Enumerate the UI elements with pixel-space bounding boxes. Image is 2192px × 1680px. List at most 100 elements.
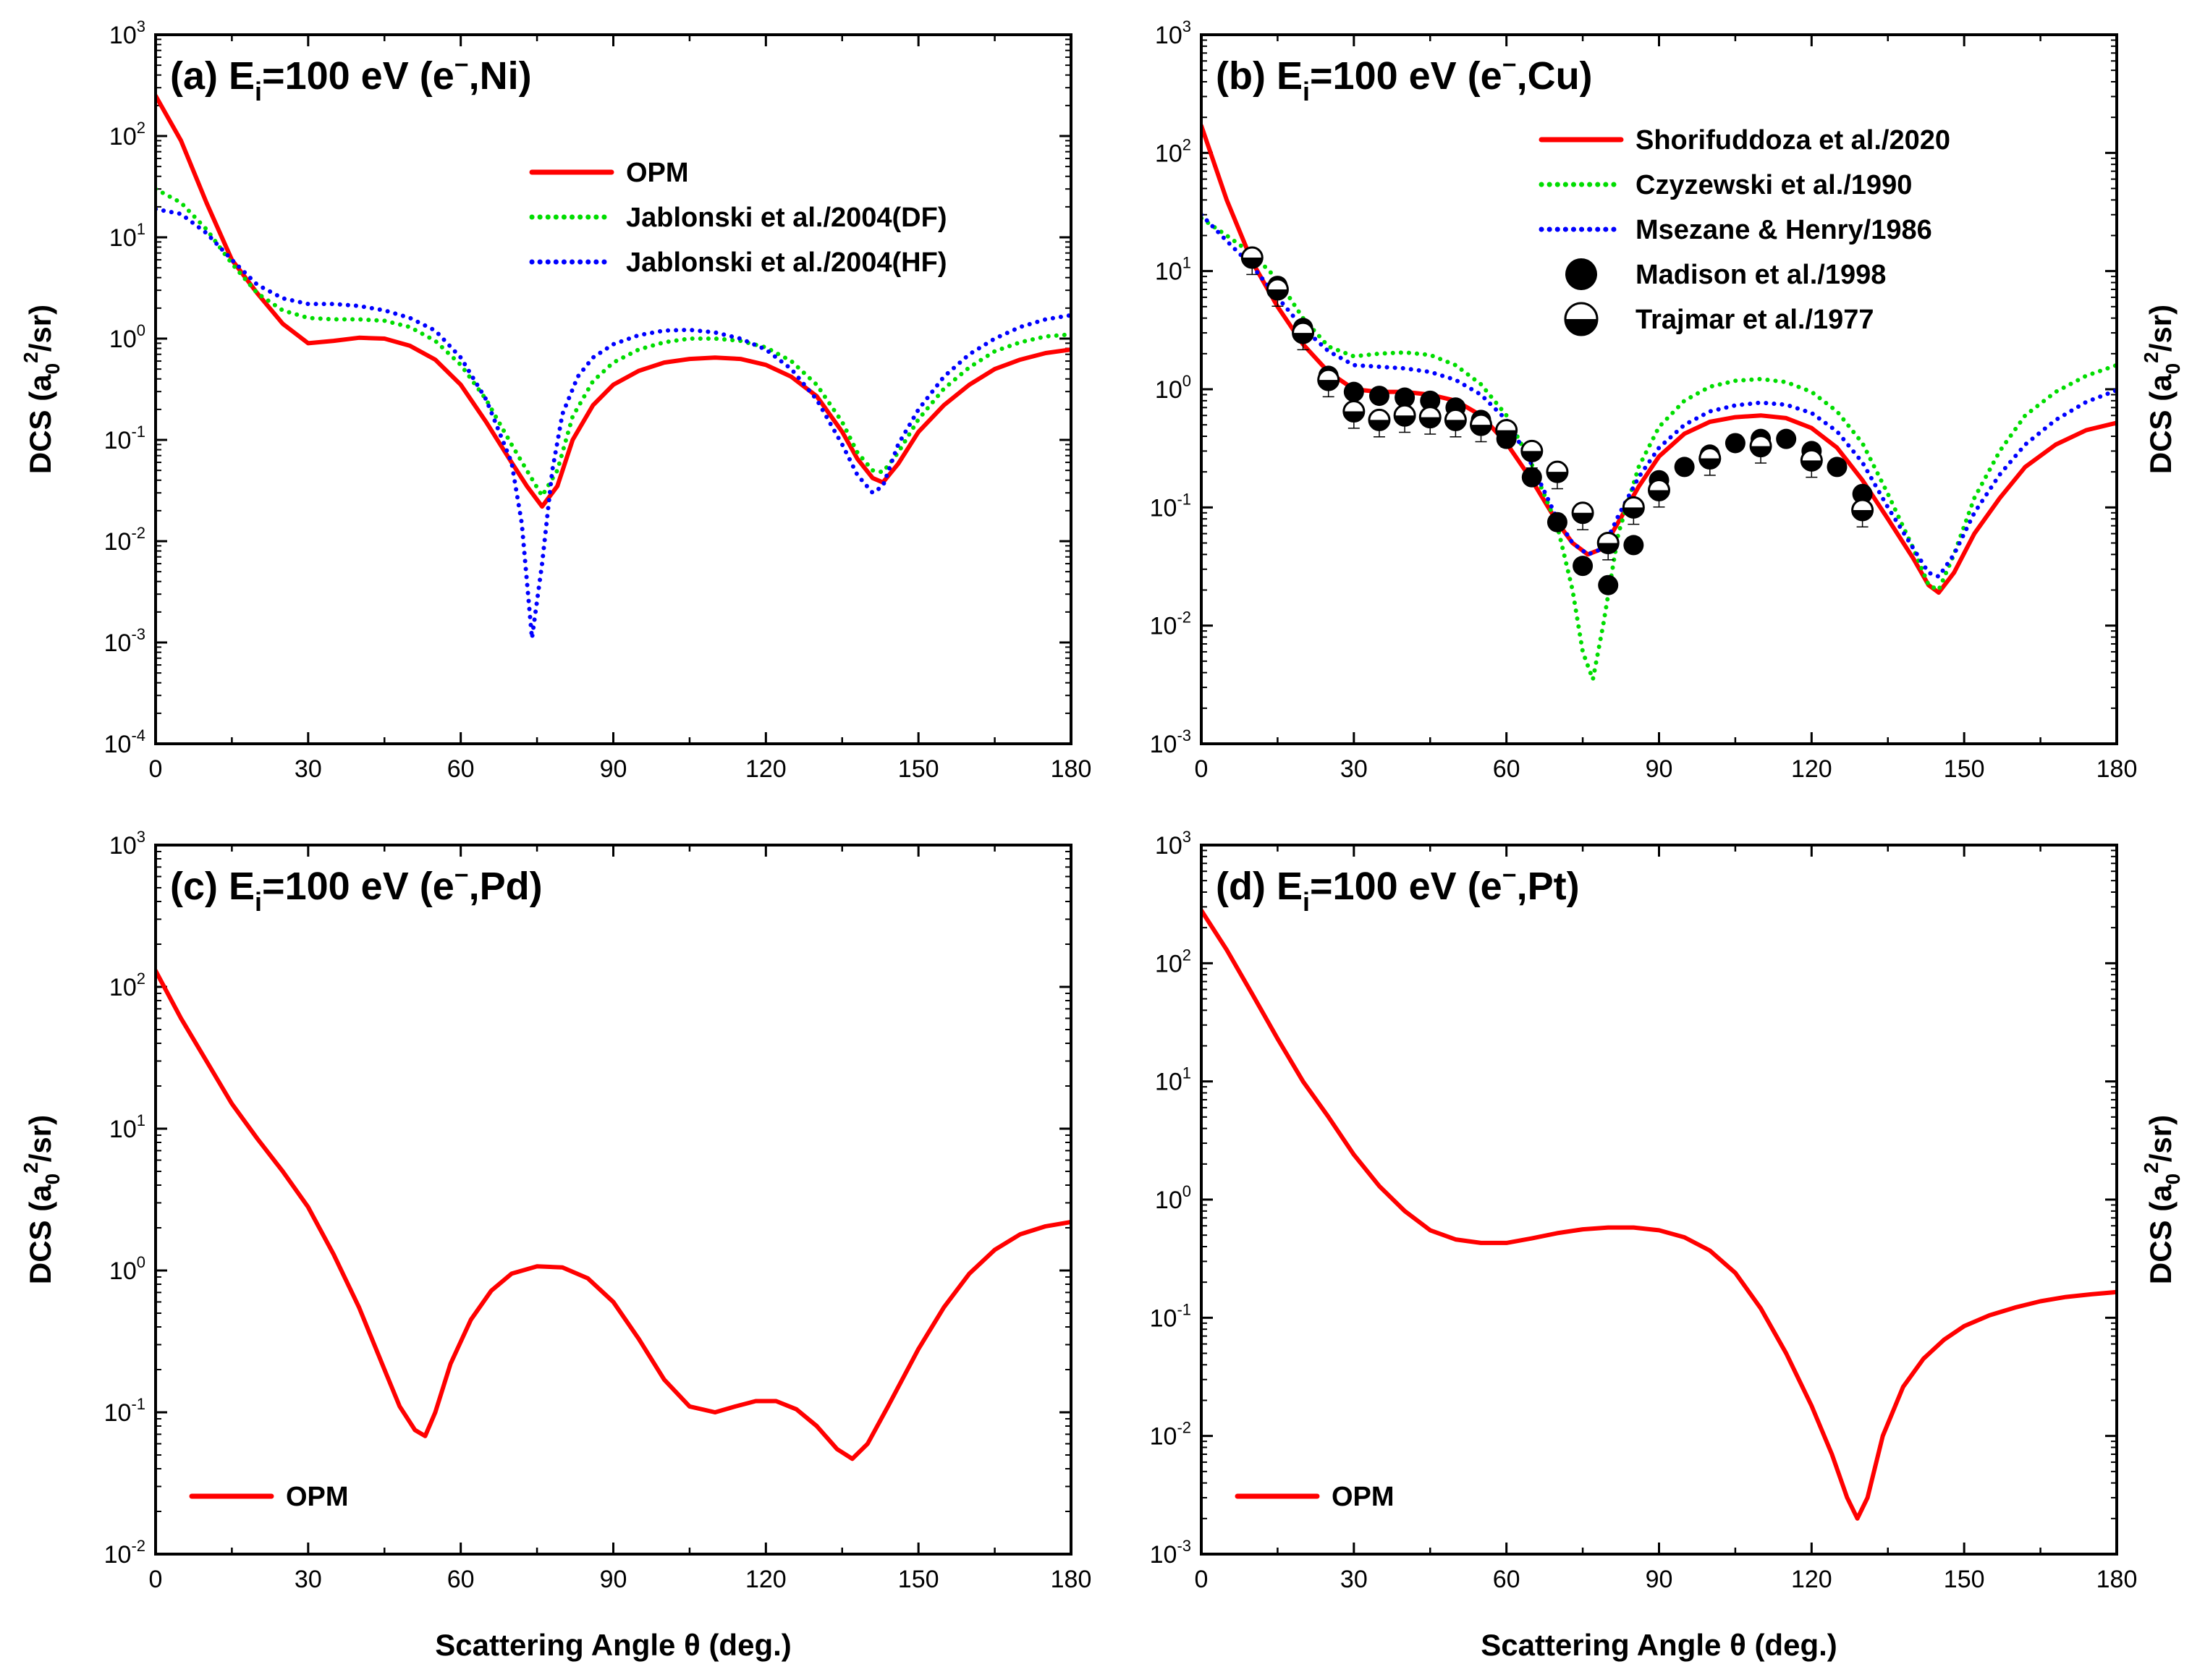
y-tick-label: 101 [1155,1064,1191,1096]
y-tick-exp: -2 [1177,1419,1191,1437]
data-point-half-fill [1546,472,1567,483]
x-tick-label: 90 [1646,755,1673,783]
y-tick-base: 10 [1150,731,1177,758]
data-point-half-fill [1623,507,1644,518]
title-part: (c) E [170,865,255,908]
marker-series [1240,246,1874,561]
ylabel-subscript: 0 [2162,1174,2184,1185]
title-part: ,Pt) [1517,865,1580,908]
legend: OPM [189,1482,349,1512]
data-point-filled [1368,386,1389,407]
y-tick-label: 101 [109,1111,145,1143]
y-tick-base: 10 [1155,832,1182,860]
data-point-half-fill [1318,380,1339,391]
data-point-half-fill [1420,417,1441,428]
plot-data [156,93,1071,641]
y-tick-label: 10-1 [1150,1300,1191,1332]
x-tick-label: 0 [149,1566,163,1593]
y-tick-exp: 2 [1182,946,1191,964]
y-tick-label: 10-1 [1150,490,1191,522]
x-tick-label: 90 [600,755,627,783]
legend-label: Jablonski et al./2004(HF) [626,247,947,278]
title-part: ,Cu) [1517,54,1593,98]
data-point-filled [1546,512,1567,533]
y-tick-base: 10 [109,974,137,1001]
legend-label: Shorifuddoza et al./2020 [1635,125,1950,156]
legend-label: OPM [286,1482,349,1512]
y-tick-base: 10 [1150,494,1177,522]
data-point-half-fill [1521,451,1542,462]
panel-title: (b) Ei=100 eV (e−,Cu) [1216,51,1593,106]
legend: OPM [1235,1482,1395,1512]
ylabel-subscript: 0 [41,1174,64,1185]
y-tick-label: 102 [1155,946,1191,977]
y-tick-base: 10 [104,731,132,758]
title-subscript: i [255,77,262,106]
data-point-half-fill [1368,420,1389,430]
y-tick-base: 10 [104,1399,132,1427]
plot-data [156,968,1071,1461]
y-tick-label: 103 [1155,17,1191,49]
x-tick-label: 30 [295,1566,322,1593]
panel-title: (d) Ei=100 eV (e−,Pt) [1216,862,1580,917]
plot-data [1201,123,2117,682]
x-tick-label: 60 [447,1566,475,1593]
y-tick-base: 10 [104,629,132,657]
y-tick-label: 101 [1155,254,1191,286]
panel-c: 0 30 60 90 120 150 18010310210110010-110-2(c) … [20,828,1091,1662]
data-point-filled [1420,390,1441,411]
data-point-half-fill [1267,289,1288,300]
ylabel-subscript: 0 [2162,363,2184,375]
x-tick-label: 180 [1051,1566,1092,1593]
y-tick-base: 10 [1150,1423,1177,1451]
title-subscript: i [255,887,262,917]
y-tick-base: 10 [109,123,137,150]
y-tick-base: 10 [104,427,132,454]
y-tick-label: 103 [109,828,145,860]
x-tick-label: 30 [295,755,322,783]
series-line [1201,216,2117,682]
y-tick-base: 10 [1155,258,1182,286]
x-axis-title: Scattering Angle θ (deg.) [435,1628,792,1662]
y-tick-exp: 1 [1182,1064,1191,1082]
x-tick-label: 0 [1195,1566,1209,1593]
y-tick-exp: 1 [1182,254,1191,272]
ylabel-part: /sr) [23,305,57,352]
y-axis-title: DCS (a02/sr) [20,305,64,474]
marker-series [1242,247,1873,595]
data-point-filled [1395,387,1416,408]
data-point-half-fill [1751,446,1772,457]
ylabel-superscript: 2 [20,352,42,363]
y-tick-exp: -2 [131,1537,145,1555]
panel-b: 0 30 60 90 120 150 18010310210110010-110-210-3… [1150,17,2184,783]
data-point-filled [1598,574,1619,595]
plot-frame [1200,33,2118,745]
title-superscript: − [1502,862,1517,889]
x-axis-ticks: 0 30 60 90 120 150 180 [1195,845,2137,1593]
ylabel-superscript: 2 [2140,352,2162,363]
x-tick-label: 150 [1944,755,1985,783]
y-tick-exp: 2 [137,970,145,988]
y-tick-exp: 2 [1182,135,1191,153]
y-tick-exp: 0 [1182,372,1191,390]
ylabel-superscript: 2 [20,1162,42,1174]
x-axis-ticks: 0 30 60 90 120 150 180 [149,845,1092,1593]
y-tick-label: 10-3 [104,625,145,657]
y-tick-base: 10 [109,1116,137,1143]
data-point-filled [1573,556,1594,577]
y-tick-exp: -3 [1177,726,1191,744]
y-tick-label: 10-2 [104,524,145,556]
y-tick-exp: 0 [137,321,145,339]
ylabel-part: DCS (a [2144,374,2178,474]
y-tick-label: 102 [1155,135,1191,167]
y-tick-exp: 2 [137,119,145,137]
data-point-filled [1827,457,1848,478]
y-tick-exp: 1 [137,220,145,238]
x-tick-label: 30 [1340,1566,1368,1593]
panel-title: (c) Ei=100 eV (e−,Pd) [170,862,543,917]
x-tick-label: 30 [1340,755,1368,783]
title-subscript: i [1303,887,1310,917]
data-point-filled [1852,483,1873,504]
y-tick-exp: -1 [1177,1300,1191,1318]
